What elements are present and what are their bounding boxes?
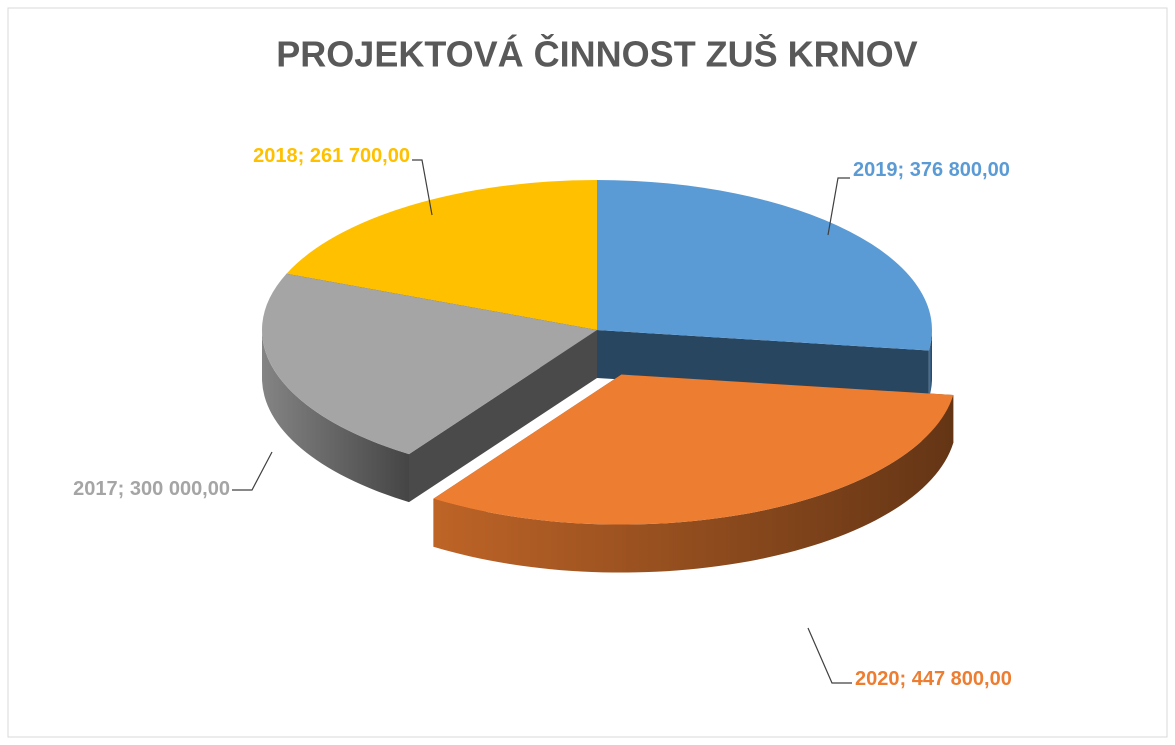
label-value: 261 700,00 xyxy=(310,145,410,167)
slice-side xyxy=(928,330,932,399)
leader-line xyxy=(232,451,273,491)
slice xyxy=(262,273,597,503)
label-category: 2018 xyxy=(253,145,298,167)
label-separator: ; xyxy=(898,159,910,181)
data-label: 2019; 376 800,00 xyxy=(853,159,1010,181)
slice-top xyxy=(597,180,932,351)
label-category: 2017 xyxy=(73,478,118,500)
slice-side xyxy=(433,395,954,573)
slice-wall xyxy=(409,330,597,503)
slice-top xyxy=(286,180,597,330)
label-separator: ; xyxy=(298,145,310,167)
slice xyxy=(433,374,954,573)
label-value: 300 000,00 xyxy=(130,478,230,500)
label-value: 376 800,00 xyxy=(910,159,1010,181)
label-category: 2020 xyxy=(855,668,900,690)
label-value: 447 800,00 xyxy=(912,668,1012,690)
slice-top xyxy=(433,374,954,525)
label-separator: ; xyxy=(118,478,130,500)
data-label: 2020; 447 800,00 xyxy=(855,668,1012,690)
leader-line xyxy=(827,177,850,236)
leader-line xyxy=(412,159,433,216)
label-separator: ; xyxy=(900,668,912,690)
chart-title: PROJEKTOVÁ ČINNOST ZUŠ KRNOV xyxy=(276,33,917,75)
data-label: 2017; 300 000,00 xyxy=(73,478,230,500)
slice-top xyxy=(262,273,597,455)
data-label: 2018; 261 700,00 xyxy=(253,145,410,167)
slice-side xyxy=(262,330,410,503)
leader-line xyxy=(807,627,852,684)
label-category: 2019 xyxy=(853,159,898,181)
